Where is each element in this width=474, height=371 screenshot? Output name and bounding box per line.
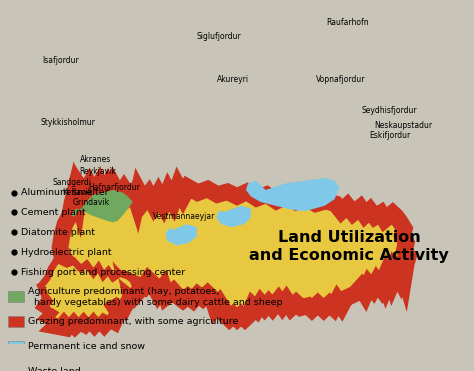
Polygon shape: [217, 206, 251, 227]
Text: Diatomite plant: Diatomite plant: [21, 228, 95, 237]
Text: Vestmannaeyjar: Vestmannaeyjar: [153, 212, 215, 221]
Text: Hafnarfjordur: Hafnarfjordur: [88, 183, 140, 192]
Text: Vopnafjordur: Vopnafjordur: [316, 75, 365, 83]
Bar: [8, 291, 24, 302]
Text: Reykjavik: Reykjavik: [80, 167, 117, 176]
Text: Waste land: Waste land: [27, 367, 80, 371]
Text: Eskifjordur: Eskifjordur: [369, 131, 410, 140]
Text: Seydhisfjordur: Seydhisfjordur: [362, 105, 417, 115]
Polygon shape: [44, 184, 407, 326]
Text: and Economic Activity: and Economic Activity: [249, 248, 449, 263]
Bar: [8, 365, 24, 371]
Text: Land Utilization: Land Utilization: [278, 230, 420, 245]
Text: Raufarhofn: Raufarhofn: [326, 18, 369, 27]
Text: Permanent ice and snow: Permanent ice and snow: [27, 342, 145, 351]
Polygon shape: [41, 259, 136, 322]
Text: Aluminum smelter: Aluminum smelter: [21, 188, 108, 197]
Polygon shape: [71, 190, 133, 222]
Text: Stykkisholmur: Stykkisholmur: [40, 118, 95, 127]
Text: Fishing port and processing center: Fishing port and processing center: [21, 268, 185, 277]
Text: Sandgerdi: Sandgerdi: [53, 178, 92, 187]
Text: Keflavik: Keflavik: [62, 188, 92, 197]
Bar: [8, 341, 24, 352]
Text: Cement plant: Cement plant: [21, 208, 85, 217]
Bar: [8, 316, 24, 327]
Text: Akureyri: Akureyri: [217, 75, 249, 83]
Text: Grazing predominant, with some agriculture: Grazing predominant, with some agricultu…: [27, 317, 238, 326]
Text: Neskaupstadur: Neskaupstadur: [374, 121, 432, 130]
Polygon shape: [246, 178, 339, 211]
Text: Akranes: Akranes: [80, 155, 111, 164]
Text: Grindavik: Grindavik: [73, 198, 109, 207]
Text: Isafjordur: Isafjordur: [42, 56, 79, 65]
Text: Agriculture predominant (hay, potatoes,
  hardy vegetables) with some dairy catt: Agriculture predominant (hay, potatoes, …: [27, 287, 282, 306]
Text: Hydroelectric plant: Hydroelectric plant: [21, 248, 111, 257]
Text: Siglufjordur: Siglufjordur: [197, 32, 242, 40]
Polygon shape: [165, 224, 197, 246]
